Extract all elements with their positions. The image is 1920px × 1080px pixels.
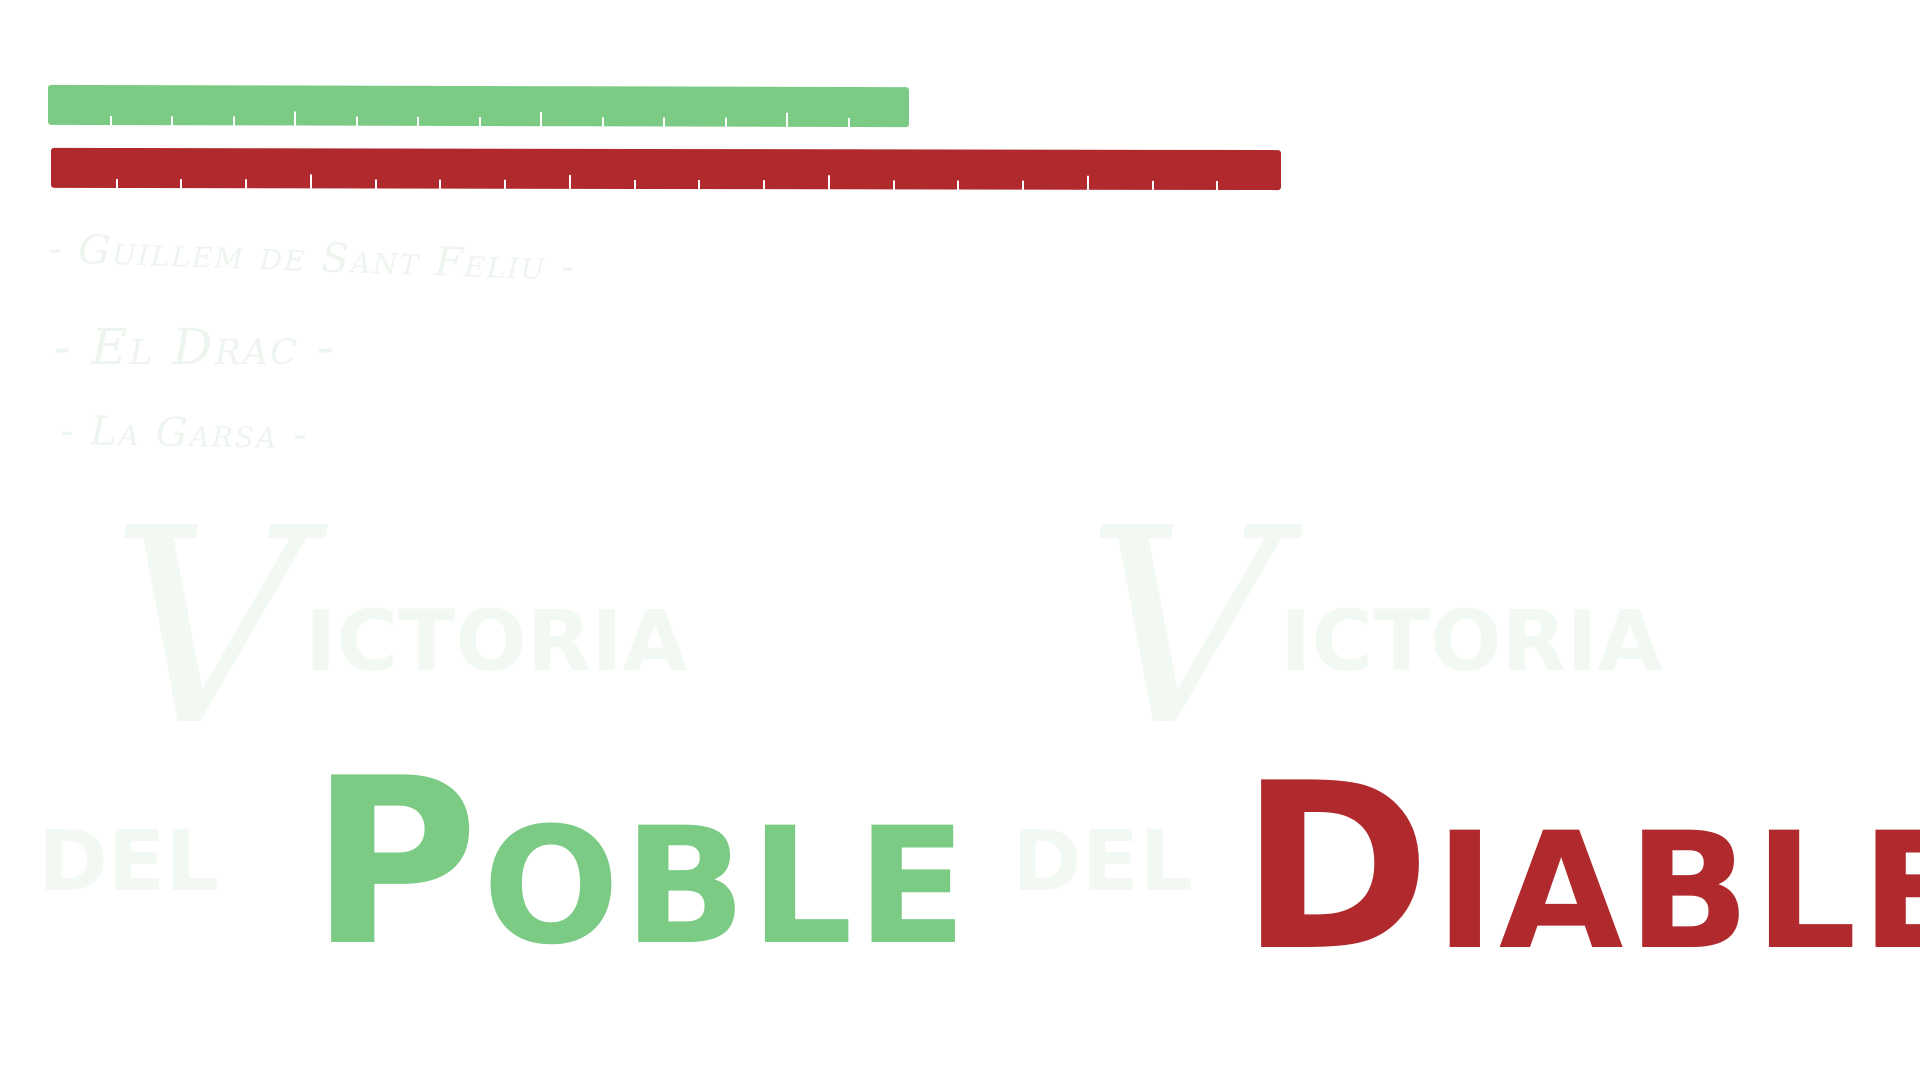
progress-tick [698,180,700,190]
progress-tick [180,179,182,189]
progress-tick [294,111,296,126]
ghost-del-right: del [1012,780,1193,919]
progress-tick [786,112,788,127]
ghost-victoria-rest-left: ictoria [305,560,688,699]
progress-tick [602,117,604,127]
progress-tick [1216,180,1218,190]
credit-line: - Guillem de Sant Feliu - [47,225,578,291]
credit-line: - El Drac - [54,318,336,376]
progress-tick [893,180,895,190]
diable-progress-bar [51,147,1281,191]
progress-tick [957,180,959,190]
credit-line: - La Garsa - [59,407,310,459]
progress-tick [828,175,830,190]
progress-tick [233,116,235,126]
ghost-victoria-rest-right: ictoria [1280,560,1663,699]
progress-tick [1087,175,1089,190]
ghost-victoria-initial-right: V [1085,470,1280,785]
progress-tick [569,174,571,189]
progress-tick [356,116,358,126]
progress-tick [540,112,542,127]
victory-word-poble: Poble [310,730,971,997]
progress-tick [417,116,419,126]
progress-tick [763,180,765,190]
progress-tick [110,116,112,126]
ghost-victoria-initial-left: V [110,470,305,785]
progress-tick [116,179,118,189]
progress-tick [171,116,173,126]
progress-tick [848,117,850,127]
progress-tick [663,117,665,127]
progress-tick [310,174,312,189]
progress-tick [245,179,247,189]
progress-tick [439,179,441,189]
ghost-del-left: del [38,780,219,919]
progress-tick [1022,180,1024,190]
progress-tick [634,179,636,189]
progress-tick [504,179,506,189]
poble-progress-bar [48,84,909,128]
victory-word-diable: Diable [1240,735,1920,1002]
progress-tick [1152,180,1154,190]
progress-tick [375,179,377,189]
progress-tick [479,117,481,127]
progress-tick [725,117,727,127]
